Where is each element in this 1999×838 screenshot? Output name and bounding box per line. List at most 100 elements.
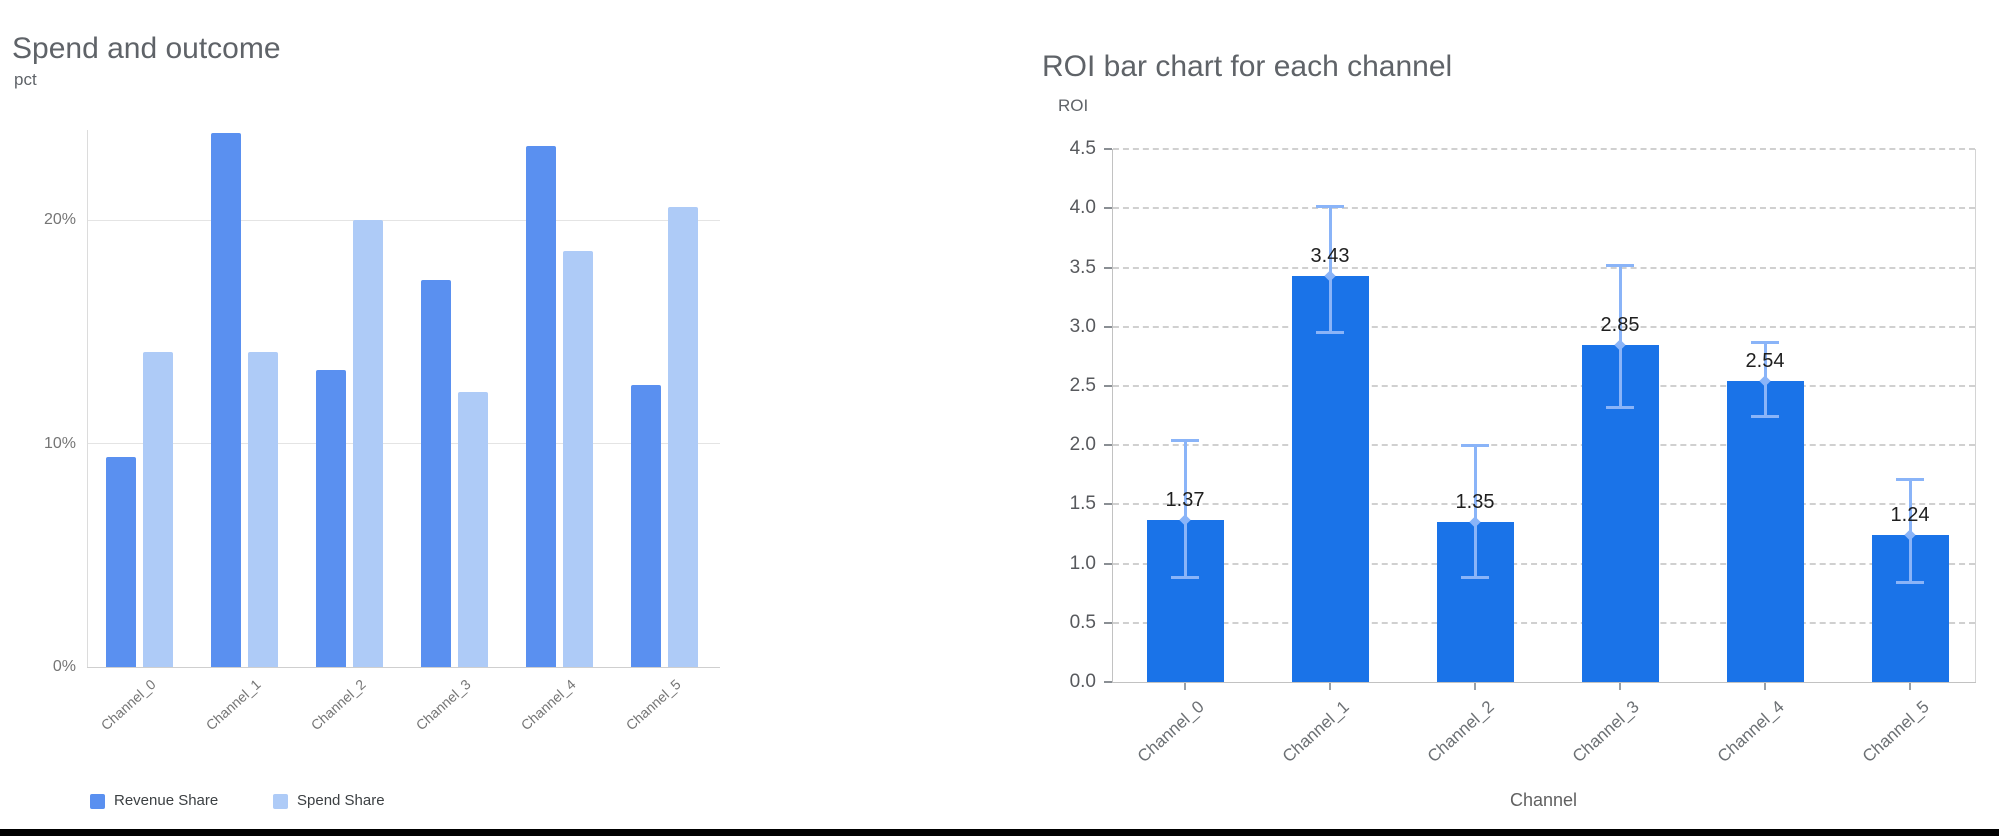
left-chart-title: Spend and outcome (12, 32, 281, 66)
error-bar-cap-top-channel-2 (1461, 443, 1489, 447)
right-y-tick-label-4-0: 4.0 (1069, 197, 1096, 219)
right-gridline-1-5 (1113, 503, 1975, 506)
error-bar-cap-bottom-channel-2 (1461, 576, 1489, 580)
bar-revenue-share-channel-5[interactable] (631, 385, 661, 667)
right-y-tick-label-2-0: 2.0 (1069, 434, 1096, 456)
legend-label-revenue-share: Revenue Share (114, 792, 219, 809)
window-bottom-border (0, 829, 1999, 836)
right-y-tick-label-4-5: 4.5 (1069, 138, 1096, 160)
right-gridline-3-0 (1113, 325, 1975, 328)
right-y-tick-mark-0-5 (1104, 621, 1112, 624)
error-bar-cap-top-channel-5 (1896, 478, 1924, 482)
right-gridline-2-0 (1113, 444, 1975, 447)
left-y-axis-line (87, 130, 88, 667)
right-y-tick-mark-1-5 (1104, 503, 1112, 506)
right-y-tick-label-0-5: 0.5 (1069, 611, 1096, 633)
right-y-tick-label-3-0: 3.0 (1069, 315, 1096, 337)
right-gridline-2-5 (1113, 385, 1975, 387)
bar-revenue-share-channel-2[interactable] (316, 369, 346, 667)
left-x-label-channel-5: Channel_5 (622, 676, 684, 734)
left-gridline-20- (87, 219, 720, 221)
left-x-label-channel-0: Channel_0 (97, 676, 159, 734)
right-gridline-4-0 (1113, 207, 1975, 210)
bar-revenue-share-channel-1[interactable] (211, 132, 241, 667)
bar-revenue-share-channel-0[interactable] (106, 456, 136, 667)
roi-value-label-channel-3: 2.85 (1600, 313, 1640, 336)
left-y-tick-label-20-: 20% (43, 211, 76, 228)
left-x-label-channel-4: Channel_4 (517, 676, 579, 734)
right-x-axis-title: Channel (1509, 790, 1578, 810)
legend-label-spend-share: Spend Share (297, 792, 385, 809)
right-plot-right-border (1975, 149, 1976, 682)
right-x-tick-mark-channel-5 (1909, 683, 1911, 690)
error-bar-cap-bottom-channel-3 (1606, 405, 1634, 409)
left-x-label-channel-1: Channel_1 (202, 676, 264, 734)
error-bar-cap-bottom-channel-0 (1171, 576, 1199, 580)
left-y-tick-label-0-: 0% (52, 658, 76, 675)
roi-value-label-channel-5: 1.24 (1890, 504, 1930, 527)
legend-item-revenue-share[interactable]: Revenue Share (90, 793, 218, 809)
right-x-label-channel-4: Channel_4 (1713, 697, 1788, 767)
error-bar-cap-top-channel-3 (1606, 263, 1634, 267)
error-bar-line-channel-0 (1183, 440, 1187, 578)
bar-revenue-share-channel-3[interactable] (421, 280, 451, 667)
right-chart-title: ROI bar chart for each channel (1042, 50, 1453, 84)
right-y-tick-mark-2-0 (1104, 444, 1112, 447)
left-gridline-0- (87, 666, 720, 668)
right-y-tick-label-0-0: 0.0 (1069, 671, 1096, 692)
right-y-tick-mark-0-0 (1104, 681, 1112, 683)
bar-spend-share-channel-1[interactable] (248, 351, 278, 667)
error-bar-cap-top-channel-4 (1751, 340, 1779, 344)
left-gridline-10- (87, 443, 720, 444)
right-x-tick-mark-channel-1 (1329, 683, 1331, 690)
right-x-tick-mark-channel-0 (1184, 683, 1186, 690)
right-gridline-1-0 (1113, 562, 1975, 565)
roi-value-label-channel-4: 2.54 (1745, 350, 1785, 373)
error-bar-cap-top-channel-0 (1171, 438, 1199, 442)
right-y-tick-label-2-5: 2.5 (1069, 375, 1096, 396)
right-x-axis-line (1112, 682, 1976, 683)
right-x-tick-mark-channel-2 (1474, 683, 1476, 690)
right-y-axis-line (1112, 149, 1113, 682)
right-y-tick-mark-2-5 (1104, 385, 1112, 387)
left-y-tick-label-10-: 10% (43, 434, 76, 452)
roi-value-label-channel-2: 1.35 (1455, 491, 1495, 514)
right-x-label-channel-1: Channel_1 (1278, 697, 1353, 767)
error-bar-cap-bottom-channel-5 (1896, 581, 1924, 585)
right-gridline-4-5 (1113, 148, 1975, 151)
right-gridline-3-5 (1113, 266, 1975, 269)
left-y-axis-unit-label: pct (14, 70, 37, 89)
right-gridline-0-5 (1113, 621, 1975, 624)
error-bar-line-channel-3 (1618, 265, 1622, 408)
bar-spend-share-channel-5[interactable] (668, 206, 698, 667)
right-y-tick-mark-3-5 (1104, 266, 1112, 269)
right-x-label-channel-5: Channel_5 (1858, 697, 1933, 767)
right-x-tick-mark-channel-4 (1764, 683, 1766, 690)
legend-item-spend-share[interactable]: Spend Share (273, 793, 385, 809)
right-y-tick-mark-4-0 (1104, 207, 1112, 210)
error-bar-cap-bottom-channel-4 (1751, 415, 1779, 419)
right-y-tick-mark-1-0 (1104, 562, 1112, 565)
right-y-tick-label-1-5: 1.5 (1069, 493, 1096, 515)
roi-value-label-channel-0: 1.37 (1165, 488, 1205, 511)
bar-spend-share-channel-2[interactable] (353, 220, 383, 667)
right-y-tick-mark-3-0 (1104, 325, 1112, 328)
legend-swatch-spend-share (273, 793, 288, 809)
bar-spend-share-channel-0[interactable] (143, 351, 173, 667)
right-x-label-channel-2: Channel_2 (1423, 697, 1498, 767)
right-y-tick-label-3-5: 3.5 (1069, 256, 1096, 278)
left-x-label-channel-3: Channel_3 (412, 676, 474, 734)
roi-bar-channel-4[interactable] (1726, 381, 1804, 682)
bar-spend-share-channel-3[interactable] (458, 392, 488, 667)
roi-value-label-channel-1: 3.43 (1310, 244, 1350, 267)
error-bar-line-channel-1 (1328, 206, 1332, 333)
right-y-tick-label-1-0: 1.0 (1069, 552, 1096, 574)
right-x-label-channel-0: Channel_0 (1133, 697, 1208, 767)
error-bar-cap-top-channel-1 (1316, 204, 1344, 208)
roi-bar-channel-1[interactable] (1291, 275, 1369, 682)
bar-revenue-share-channel-4[interactable] (526, 146, 556, 667)
bar-spend-share-channel-4[interactable] (563, 251, 593, 667)
